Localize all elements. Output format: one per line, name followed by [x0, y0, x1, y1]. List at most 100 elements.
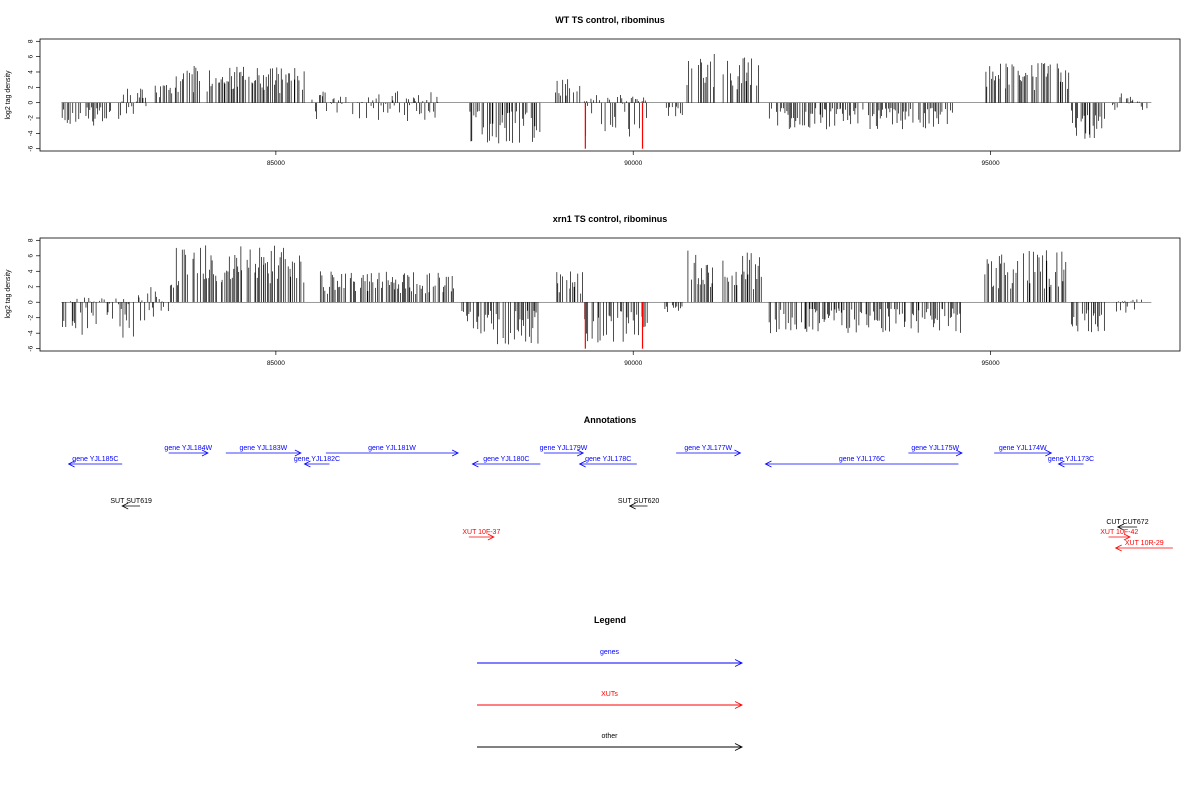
legend-label: XUTs — [601, 691, 618, 698]
annotation-gene: gene YJL180C — [471, 456, 541, 468]
ytick-label: 8 — [28, 238, 35, 242]
annotation-arrowhead — [471, 460, 479, 468]
annotation-label: SUT SUT619 — [110, 498, 152, 505]
annotation-gene: gene YJL178C — [578, 456, 637, 468]
annotation-label: gene YJL178C — [585, 456, 631, 463]
annotation-gene: gene YJL182C — [294, 456, 340, 468]
annotation-label: gene YJL179W — [540, 445, 588, 452]
legend-items: genes XUTs other — [477, 649, 744, 751]
xtick-label: 85000 — [267, 360, 285, 367]
annotation-label: XUT 10R-29 — [1125, 540, 1164, 547]
xtick-label: 90000 — [624, 160, 642, 167]
annotation-label: gene YJL181W — [368, 445, 416, 452]
annotation-label: gene YJL176C — [839, 456, 885, 463]
annotation-arrowhead — [303, 460, 311, 468]
panel-wt: WT TS control, ribominus log2 tag densit… — [5, 15, 1181, 167]
annotation-label: gene YJL182C — [294, 456, 340, 463]
ytick-label: 4 — [28, 70, 35, 74]
panel-wt-bars — [61, 53, 1152, 149]
annotation-arrowhead — [1114, 544, 1122, 552]
annotation-gene: gene YJL181W — [325, 445, 460, 457]
legend-arrowhead — [734, 659, 744, 667]
annotation-gene: gene YJL179W — [540, 445, 588, 457]
panel-xrn1-bars — [61, 245, 1152, 349]
legend-item-xut: XUTs — [477, 691, 744, 709]
annotation-xut: XUT 10F-42 — [1100, 529, 1138, 541]
annotation-features: gene YJL185C gene YJL184W gene YJL183W gene… — [67, 445, 1173, 552]
legend-arrowhead — [734, 743, 744, 751]
legend-label: genes — [600, 649, 620, 656]
annotation-arrowhead — [294, 449, 302, 457]
annotation-label: gene YJL184W — [164, 445, 212, 452]
annotation-xut: XUT 10F-37 — [462, 529, 500, 541]
xtick-label: 95000 — [982, 360, 1000, 367]
annotation-arrowhead — [1057, 460, 1065, 468]
annotation-label: gene YJL183W — [239, 445, 287, 452]
annotation-arrowhead — [487, 533, 495, 541]
annotation-label: gene YJL185C — [72, 456, 118, 463]
ytick-label: -4 — [28, 130, 35, 136]
annotation-label: gene YJL173C — [1048, 456, 1094, 463]
ytick-label: -4 — [28, 330, 35, 336]
xtick-label: 90000 — [624, 360, 642, 367]
annotation-label: gene YJL174W — [999, 445, 1047, 452]
annotation-arrowhead — [578, 460, 586, 468]
annotation-arrowhead — [201, 449, 209, 457]
panel-wt-ylabel: log2 tag density — [5, 70, 12, 120]
ytick-label: 8 — [28, 39, 35, 43]
annotation-arrowhead — [1123, 533, 1131, 541]
annotation-arrowhead — [451, 449, 460, 457]
annotation-arrowhead — [628, 502, 636, 510]
annotation-label: XUT 10F-42 — [1100, 529, 1138, 536]
legend-panel: Legend genes XUTs other — [477, 615, 744, 751]
ytick-label: 0 — [28, 100, 35, 104]
ytick-label: 4 — [28, 269, 35, 273]
ytick-label: 2 — [28, 285, 35, 289]
xtick-label: 95000 — [982, 160, 1000, 167]
annotation-label: gene YJL177W — [684, 445, 732, 452]
annotation-arrowhead — [734, 449, 742, 457]
panel-xrn1: xrn1 TS control, ribominus log2 tag dens… — [5, 214, 1181, 367]
legend-title: Legend — [594, 615, 626, 625]
annotation-arrowhead — [1045, 449, 1053, 457]
ytick-label: 6 — [28, 54, 35, 58]
ytick-label: 2 — [28, 85, 35, 89]
annotation-gene: gene YJL177W — [676, 445, 742, 457]
panel-xrn1-yaxis: 8 6 4 2 0 -2 -4 -6 — [28, 238, 40, 352]
legend-item-other: other — [477, 733, 744, 751]
panel-xrn1-xaxis: 85000 90000 95000 — [267, 351, 1000, 367]
annotation-label: CUT CUT672 — [1106, 519, 1148, 526]
ytick-label: 0 — [28, 300, 35, 304]
annotation-label: gene YJL175W — [911, 445, 959, 452]
annotation-arrowhead — [764, 460, 772, 468]
panel-wt-title: WT TS control, ribominus — [555, 15, 665, 25]
annotation-arrowhead — [121, 502, 129, 510]
annotation-xut: XUT 10R-29 — [1114, 540, 1173, 552]
annotation-gene: gene YJL183W — [225, 445, 302, 457]
annotation-label: gene YJL180C — [483, 456, 529, 463]
legend-label: other — [602, 733, 619, 740]
annotation-arrowhead — [955, 449, 963, 457]
annotation-arrowhead — [67, 460, 75, 468]
legend-item-gene: genes — [477, 649, 744, 667]
ytick-label: -6 — [28, 345, 35, 351]
annotation-gene: gene YJL185C — [67, 456, 123, 468]
annotation-gene: gene YJL176C — [764, 456, 959, 468]
annotations-title: Annotations — [584, 415, 637, 425]
panel-xrn1-title: xrn1 TS control, ribominus — [553, 214, 668, 224]
annotation-other: CUT CUT672 — [1106, 519, 1149, 531]
annotation-gene: gene YJL174W — [994, 445, 1053, 457]
panel-xrn1-ylabel: log2 tag density — [5, 269, 12, 319]
annotation-arrowhead — [1116, 523, 1124, 531]
annotation-gene: gene YJL173C — [1048, 456, 1094, 468]
panel-wt-yaxis: 8 6 4 2 0 -2 -4 -6 — [28, 39, 40, 152]
panel-xrn1-frame — [39, 237, 1181, 352]
ytick-label: -2 — [28, 115, 35, 121]
annotation-label: XUT 10F-37 — [462, 529, 500, 536]
annotation-gene: gene YJL175W — [908, 445, 963, 457]
xtick-label: 85000 — [267, 160, 285, 167]
ytick-label: -6 — [28, 145, 35, 151]
panel-wt-xaxis: 85000 90000 95000 — [267, 151, 1000, 167]
ytick-label: 6 — [28, 254, 35, 258]
legend-arrowhead — [734, 701, 744, 709]
